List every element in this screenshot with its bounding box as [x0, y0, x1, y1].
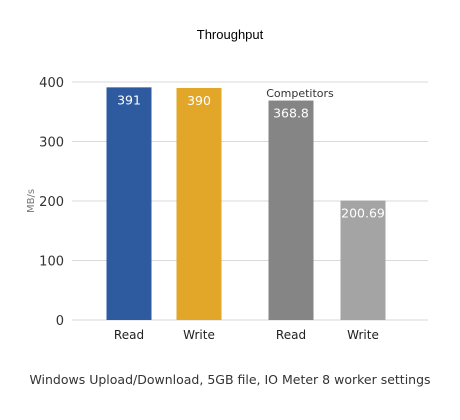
y-tick-label: 300 [39, 136, 64, 151]
y-tick-label: 400 [39, 76, 64, 91]
bars [106, 87, 386, 321]
bar [268, 100, 314, 321]
y-tick-label: 0 [56, 314, 64, 329]
y-axis-label: MB/s [26, 189, 37, 213]
y-tick-label: 100 [39, 255, 64, 270]
data-label: 391 [117, 92, 141, 107]
category-labels: Read Write Read Write [114, 328, 379, 342]
data-label: 200.69 [341, 206, 385, 221]
chart-title: Throughput [197, 27, 264, 42]
data-label: 368.8 [273, 106, 309, 121]
data-label: 390 [187, 93, 211, 108]
category-label: Read [114, 328, 144, 342]
category-label: Write [183, 328, 215, 342]
data-labels: 391 390 368.8 200.69 [117, 92, 385, 220]
bar [176, 87, 222, 320]
y-axis-ticks: 0 100 200 300 400 [39, 76, 64, 329]
bar [106, 87, 152, 320]
chart-caption: Windows Upload/Download, 5GB file, IO Me… [29, 372, 431, 387]
bar [340, 200, 386, 320]
y-tick-label: 200 [39, 195, 64, 210]
category-label: Read [276, 328, 306, 342]
competitors-annotation: Competitors [266, 87, 334, 100]
category-label: Write [347, 328, 379, 342]
